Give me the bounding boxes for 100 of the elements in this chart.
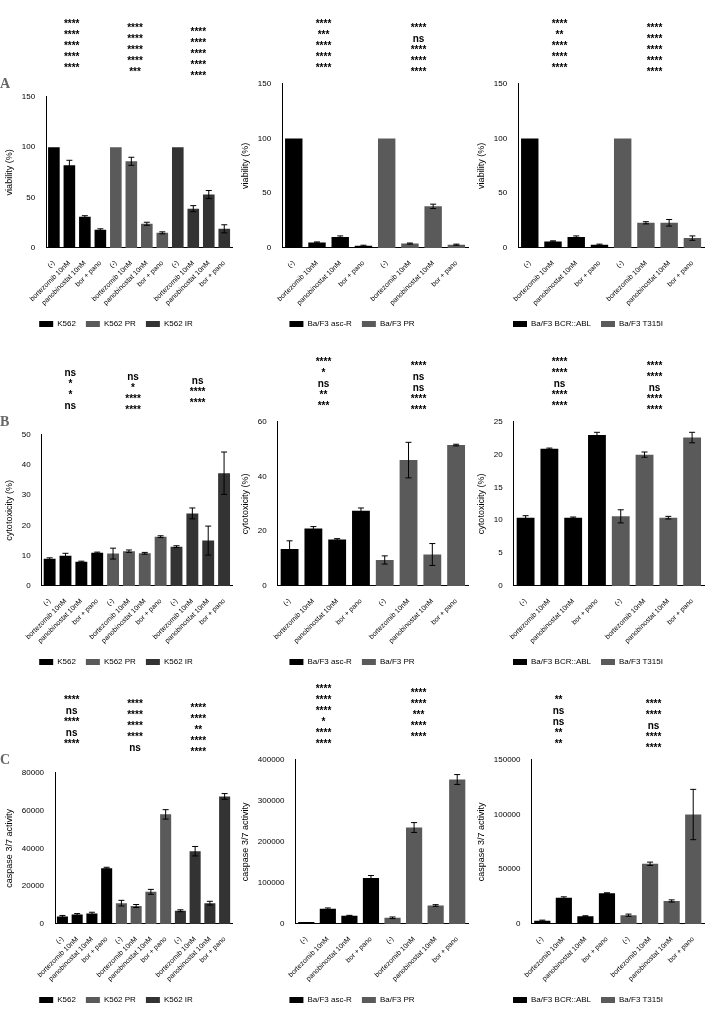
text: ****	[190, 735, 207, 746]
text: ****	[189, 386, 206, 397]
y-tick-label: 20	[257, 526, 268, 536]
text: ns	[411, 371, 426, 382]
y-axis-title: cytotoxicity (%)	[475, 473, 486, 535]
y-tick-label: 20	[21, 520, 32, 530]
y-tick-label: 20000	[21, 881, 45, 891]
legend-label: K562	[57, 657, 77, 667]
y-tick-label: 200000	[257, 837, 286, 847]
text: ****	[190, 713, 207, 724]
text: ****	[551, 356, 568, 368]
text: **	[554, 29, 565, 41]
text: ns	[64, 400, 77, 412]
text: ****	[551, 389, 568, 401]
text: *	[67, 389, 74, 401]
text: ns	[552, 378, 567, 390]
text: ****	[315, 51, 332, 63]
text: ns	[64, 705, 79, 717]
text: ****	[125, 393, 141, 404]
y-tick-label: 300000	[257, 796, 286, 806]
text: ****	[125, 404, 141, 415]
legend-label: Ba/F3 asc-R	[307, 995, 353, 1005]
y-tick-label: 60	[257, 417, 268, 426]
y-tick-label: 15	[493, 482, 504, 492]
text: ****	[127, 731, 143, 742]
legend-label: Ba/F3 asc-R	[307, 319, 353, 329]
legend-label: K562 PR	[103, 995, 137, 1005]
legend-label: Ba/F3 PR	[379, 995, 415, 1005]
text: ****	[551, 367, 568, 379]
text: ****	[315, 683, 332, 695]
text: ****	[127, 55, 143, 66]
text: ****	[410, 698, 427, 709]
legend-label: Ba/F3 T315I	[619, 995, 663, 1005]
legend-label: K562	[57, 319, 77, 329]
text: ****	[127, 33, 143, 44]
text: ****	[127, 698, 143, 709]
y-tick-label: 50	[498, 188, 508, 198]
text: ****	[646, 33, 663, 44]
y-tick-label: 100000	[257, 878, 286, 888]
y-tick-label: 30	[21, 490, 32, 500]
text: ****	[646, 404, 663, 415]
legend-label: K562 IR	[163, 995, 194, 1005]
text: ****	[63, 18, 80, 30]
text: ****	[410, 404, 427, 415]
text: ****	[315, 40, 332, 52]
text: ****	[410, 44, 427, 55]
text: **	[553, 727, 564, 739]
text: ****	[410, 22, 427, 33]
text: ****	[127, 709, 143, 720]
y-axis-title: cytotoxicity (%)	[3, 480, 14, 541]
text: ns	[411, 382, 426, 393]
legend-label: K562 PR	[103, 657, 137, 667]
text: ****	[127, 44, 143, 55]
y-tick-label: 0	[502, 243, 508, 253]
text: ****	[410, 360, 427, 371]
text: ****	[63, 738, 80, 750]
y-tick-label: 0	[498, 581, 504, 591]
text: ns	[126, 371, 140, 382]
y-tick-label: 25	[493, 417, 504, 426]
y-tick-label: 80000	[21, 768, 45, 777]
text: ****	[315, 727, 332, 739]
y-tick-label: 0	[280, 919, 286, 929]
text: ****	[646, 44, 663, 55]
y-axis-title: caspase 3/7 activity	[3, 808, 14, 888]
text: ****	[190, 70, 207, 81]
legend-label: Ba/F3 BCR::ABL	[530, 995, 592, 1005]
text: ****	[645, 731, 662, 742]
y-tick-label: 150000	[493, 755, 522, 764]
legend-label: K562	[57, 995, 77, 1005]
chart-title: A	[0, 76, 11, 92]
text: ****	[315, 705, 332, 717]
y-tick-label: 100000	[493, 809, 522, 819]
text: ****	[63, 62, 80, 74]
text: ****	[190, 48, 207, 59]
text: ****	[190, 26, 207, 37]
chart-title: C	[0, 752, 11, 768]
text: *	[320, 367, 327, 379]
y-tick-label: 0	[39, 919, 45, 929]
legend-label: K562 IR	[163, 657, 194, 667]
y-axis-title: viability (%)	[239, 142, 250, 189]
text: ****	[551, 400, 568, 412]
y-tick-label: 40	[21, 460, 32, 470]
y-tick-label: 0	[26, 581, 32, 591]
legend-label: Ba/F3 BCR::ABL	[530, 657, 592, 667]
text: **	[318, 389, 329, 401]
text: ****	[646, 360, 663, 371]
text: ns	[552, 705, 565, 717]
text: ****	[410, 731, 427, 742]
text: ****	[63, 29, 80, 41]
text: ns	[190, 375, 205, 386]
y-tick-label: 100	[257, 133, 272, 143]
y-tick-label: 10	[493, 515, 504, 525]
y-tick-label: 5	[498, 548, 504, 558]
y-tick-label: 50	[262, 188, 272, 198]
legend-label: Ba/F3 BCR::ABL	[530, 319, 592, 329]
y-axis-title: caspase 3/7 activity	[475, 802, 486, 882]
text: **	[193, 724, 204, 735]
text: **	[553, 738, 564, 750]
legend-label: K562 IR	[163, 319, 194, 329]
text: ns	[128, 742, 142, 753]
